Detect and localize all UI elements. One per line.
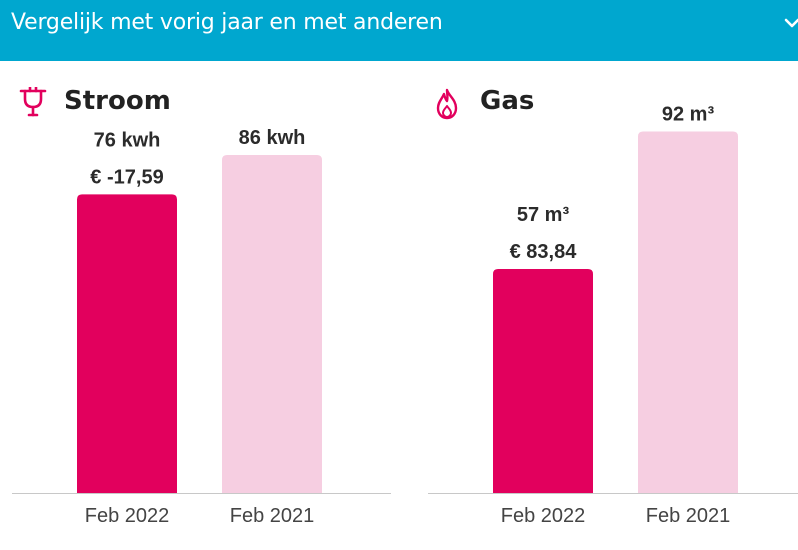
header-title: Vergelijk met vorig jaar en met anderen: [11, 10, 443, 35]
gas-x-tick-label-2: Feb 2021: [646, 505, 731, 527]
gas-bar-1: [493, 268, 593, 493]
stroom-x-tick-label-2: Feb 2021: [230, 505, 315, 527]
stroom-title: Stroom: [64, 86, 171, 116]
stroom-value-label-1: 76 kwh: [94, 129, 161, 151]
header-bar[interactable]: Vergelijk met vorig jaar en met anderen: [0, 0, 798, 61]
stroom-bar-2: [222, 155, 322, 493]
stroom-panel: Stroom 76 kwh € -17,59 Feb 2022 86 kwh Feb 2…: [0, 61, 399, 550]
gas-cost-label-1: € 83,84: [510, 241, 578, 263]
gas-bar-chart: 57 m³ € 83,84 Feb 2022 92 m³ Feb 2021: [428, 103, 798, 527]
plug-icon: [19, 87, 47, 117]
stroom-x-tick-label-1: Feb 2022: [85, 505, 170, 527]
stroom-value-label-2: 86 kwh: [239, 127, 306, 149]
gas-x-tick-label-1: Feb 2022: [501, 505, 586, 527]
flame-icon: [436, 88, 458, 120]
stroom-cost-label-1: € -17,59: [90, 166, 163, 188]
chevron-down-icon[interactable]: [784, 16, 798, 32]
gas-title: Gas: [480, 86, 535, 116]
stroom-bar-1: [77, 194, 177, 493]
gas-bar-2: [638, 131, 738, 493]
gas-value-label-2: 92 m³: [662, 103, 715, 125]
stroom-bar-chart: 76 kwh € -17,59 Feb 2022 86 kwh Feb 2021: [12, 127, 391, 527]
gas-panel: Gas 57 m³ € 83,84 Feb 2022 92 m³ Feb 2021: [415, 61, 798, 550]
gas-value-label-1: 57 m³: [517, 204, 570, 226]
